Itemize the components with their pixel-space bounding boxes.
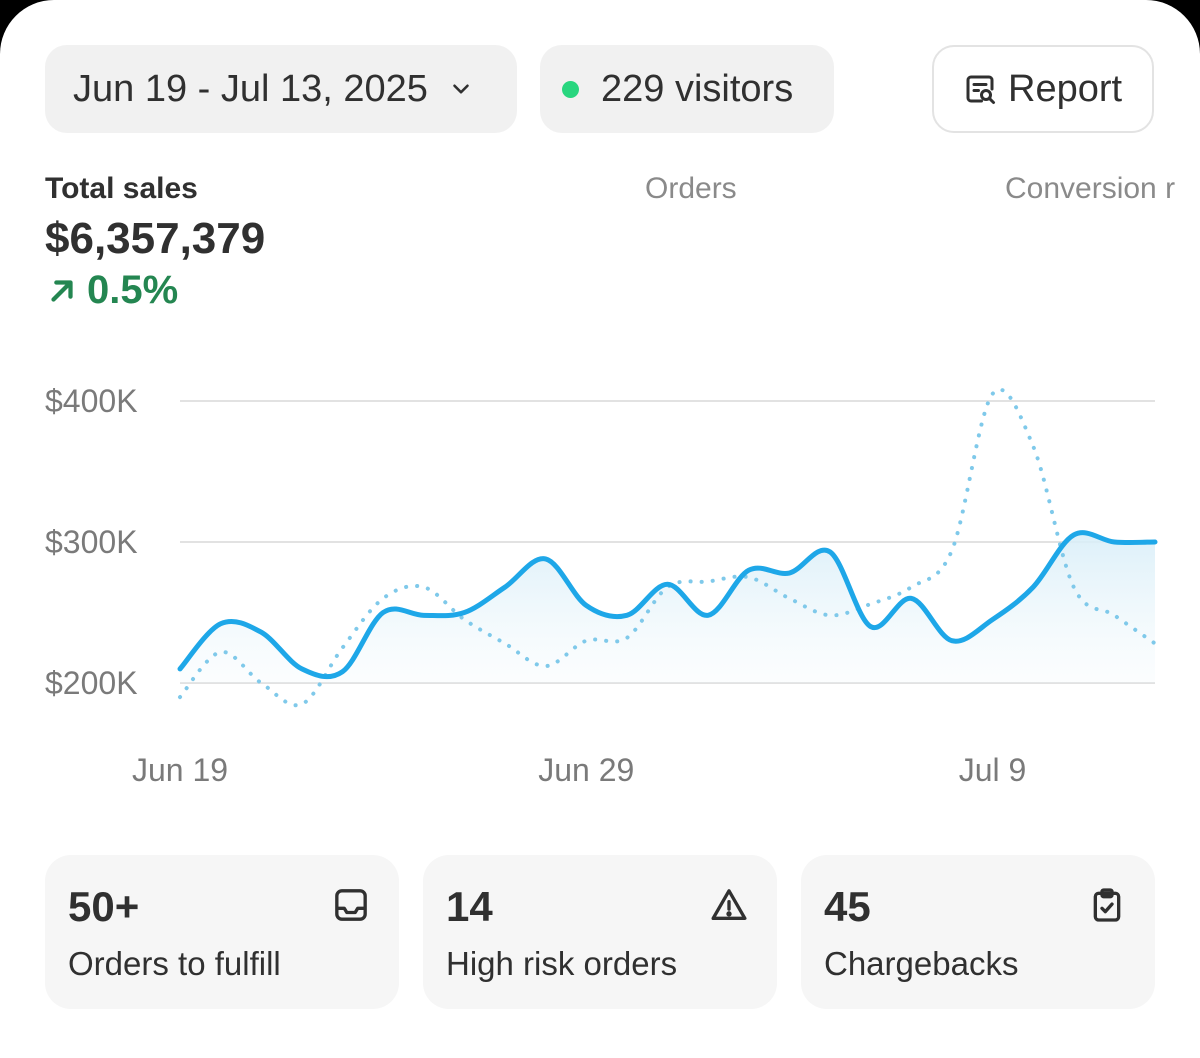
y-tick-label: $200K — [45, 665, 138, 701]
card-value: 14 — [446, 883, 493, 930]
x-tick-label: Jul 9 — [959, 752, 1027, 788]
comparison-series-line — [178, 387, 1157, 708]
sales-line-chart: $200K $300K $400K Jun 19 Jun 29 Jul 9 — [45, 383, 1158, 788]
report-icon — [962, 71, 998, 107]
y-tick-label: $300K — [45, 524, 138, 560]
card-value: 50+ — [68, 883, 140, 930]
total-sales-value: $6,357,379 — [45, 214, 266, 263]
arrow-up-right-icon — [51, 279, 73, 302]
live-dot-icon — [562, 80, 579, 98]
total-sales-tab[interactable]: Total sales — [45, 172, 198, 205]
card-label: High risk orders — [446, 945, 678, 982]
date-range-label: Jun 19 - Jul 13, 2025 — [73, 67, 428, 110]
delta-value: 0.5% — [87, 268, 179, 312]
high-risk-orders-card[interactable]: 14 High risk orders — [423, 855, 777, 1009]
visitors-count: 229 visitors — [601, 67, 794, 110]
card-value: 45 — [824, 883, 871, 930]
conversion-rate-tab[interactable]: Conversion r — [1005, 172, 1176, 205]
orders-to-fulfill-card[interactable]: 50+ Orders to fulfill — [45, 855, 399, 1009]
total-sales-delta: 0.5% — [45, 268, 178, 313]
x-tick-label: Jun 29 — [538, 752, 634, 788]
y-tick-label: $400K — [45, 383, 138, 419]
main-series-line — [177, 530, 1158, 680]
x-tick-label: Jun 19 — [132, 752, 228, 788]
chargebacks-card[interactable]: 45 Chargebacks — [801, 855, 1155, 1009]
alert-triangle-icon — [709, 885, 749, 930]
date-range-picker[interactable]: Jun 19 - Jul 13, 2025 — [45, 45, 517, 133]
report-button[interactable]: Report — [932, 45, 1154, 133]
main-series-area — [180, 532, 1155, 683]
card-label: Orders to fulfill — [68, 945, 281, 982]
inbox-icon — [331, 885, 371, 930]
card-label: Chargebacks — [824, 945, 1019, 982]
live-visitors-badge[interactable]: 229 visitors — [540, 45, 834, 133]
clipboard-check-icon — [1087, 885, 1127, 930]
orders-tab[interactable]: Orders — [645, 172, 737, 205]
chevron-down-icon — [448, 76, 474, 102]
report-label: Report — [1008, 67, 1123, 110]
